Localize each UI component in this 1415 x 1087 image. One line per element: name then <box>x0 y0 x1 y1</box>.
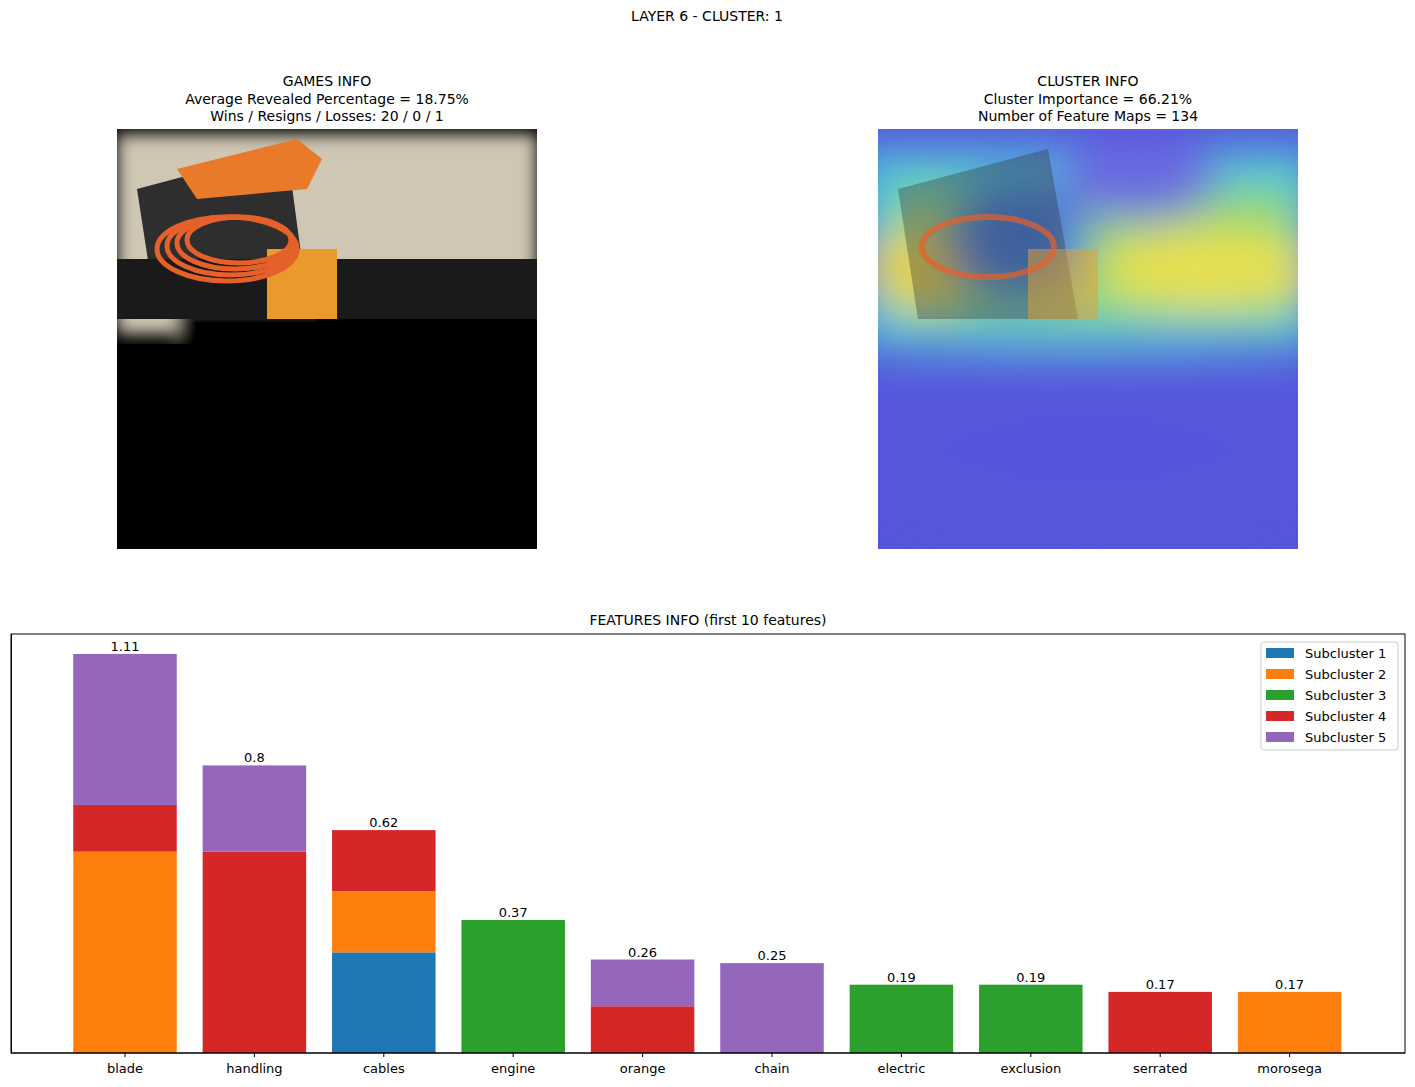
panel-title: Wins / Resigns / Losses: 20 / 0 / 1 <box>210 108 443 124</box>
legend: Subcluster 1 Subcluster 2 Subcluster 3 Subc… <box>1261 642 1398 750</box>
legend-swatch <box>1266 711 1294 721</box>
bar-segment <box>979 985 1083 1053</box>
plot-frame <box>11 634 1405 1053</box>
bar-segment <box>332 830 436 891</box>
x-tick: handling <box>226 1053 282 1076</box>
x-axis: blade handling cables engine orange chain elec… <box>11 1053 1405 1076</box>
bar-segment <box>720 963 824 1053</box>
legend-swatch <box>1266 732 1294 742</box>
x-tick-mark <box>1030 1053 1031 1057</box>
x-tick-mark <box>901 1053 902 1057</box>
bar-segment <box>73 654 177 805</box>
bar-segment <box>332 891 436 952</box>
cable <box>167 217 295 275</box>
bar-segment <box>1238 992 1342 1053</box>
x-tick-mark <box>1160 1053 1161 1057</box>
panel-title: Cluster Importance = 66.21% <box>984 91 1192 107</box>
mask-lower <box>117 344 537 549</box>
y-axis <box>11 635 12 1054</box>
x-tick-mark <box>772 1053 773 1057</box>
bar-segment <box>73 805 177 852</box>
bar-segment <box>461 920 565 1053</box>
legend-label: Subcluster 2 <box>1305 667 1386 682</box>
x-tick-mark <box>513 1053 514 1057</box>
legend-label: Subcluster 5 <box>1305 730 1386 745</box>
legend-label: Subcluster 3 <box>1305 688 1386 703</box>
bar-segment <box>591 1006 695 1053</box>
heat-blue <box>1058 139 1218 219</box>
x-tick: serrated <box>1133 1053 1188 1076</box>
x-tick: cables <box>363 1053 405 1076</box>
data-label: 1.11 <box>111 639 140 654</box>
legend-label: Subcluster 4 <box>1305 709 1386 724</box>
data-label: 0.62 <box>369 815 398 830</box>
bar-segment <box>73 852 177 1053</box>
x-tick: exclusion <box>1000 1053 1061 1076</box>
bar-segment <box>203 852 307 1053</box>
panel-title: Average Revealed Percentage = 18.75% <box>185 91 469 107</box>
image-background <box>117 129 537 549</box>
x-tick-label: engine <box>491 1061 535 1076</box>
x-tick-label: serrated <box>1133 1061 1188 1076</box>
bar-segment <box>203 765 307 851</box>
cable <box>922 217 1054 277</box>
x-tick-mark <box>642 1053 643 1057</box>
x-tick-mark <box>383 1053 384 1057</box>
x-tick-label: chain <box>754 1061 789 1076</box>
saw-plate <box>1028 249 1098 319</box>
x-tick-label: morosega <box>1257 1061 1322 1076</box>
data-label: 0.37 <box>499 905 528 920</box>
x-tick: electric <box>877 1053 925 1076</box>
heatmap-image <box>878 129 1298 549</box>
legend-swatch <box>1266 690 1294 700</box>
cable <box>177 217 293 269</box>
x-tick: chain <box>754 1053 789 1076</box>
panel-title: CLUSTER INFO <box>1037 73 1138 89</box>
data-label: 0.25 <box>758 948 787 963</box>
x-axis-line <box>11 1053 1405 1054</box>
heat-yellow <box>1098 229 1298 309</box>
x-tick: morosega <box>1257 1053 1322 1076</box>
x-tick-label: orange <box>620 1061 666 1076</box>
data-label: 0.17 <box>1146 977 1175 992</box>
panel-title: GAMES INFO <box>283 73 371 89</box>
panel-title: Number of Feature Maps = 134 <box>978 108 1198 124</box>
revealed-area <box>117 134 537 334</box>
data-label: 0.19 <box>887 970 916 985</box>
x-tick-mark <box>1289 1053 1290 1057</box>
legend-label: Subcluster 1 <box>1305 646 1386 661</box>
data-label: 0.17 <box>1275 977 1304 992</box>
x-tick: engine <box>491 1053 535 1076</box>
mask-right <box>317 319 537 359</box>
cable <box>157 217 297 281</box>
bar-segment <box>1108 992 1212 1053</box>
data-label: 0.26 <box>628 945 657 960</box>
figure: LAYER 6 - CLUSTER: 1 GAMES INFO Average Re… <box>0 0 1415 1087</box>
x-tick-label: cables <box>363 1061 405 1076</box>
bars <box>73 654 1341 1053</box>
x-tick: blade <box>107 1053 143 1076</box>
masked-image <box>117 129 537 549</box>
legend-box <box>1261 642 1398 750</box>
x-tick-label: blade <box>107 1061 143 1076</box>
legend-swatch <box>1266 669 1294 679</box>
data-label: 0.19 <box>1016 970 1045 985</box>
chart-title: FEATURES INFO (first 10 features) <box>589 612 826 628</box>
legend-swatch <box>1266 648 1294 658</box>
x-tick-label: exclusion <box>1000 1061 1061 1076</box>
x-tick: orange <box>620 1053 666 1076</box>
bar-segment <box>850 985 954 1053</box>
bar-segment <box>591 960 695 1007</box>
cable <box>187 217 291 263</box>
x-tick-mark <box>254 1053 255 1057</box>
heat-low <box>878 359 1298 539</box>
x-tick-label: handling <box>226 1061 282 1076</box>
x-tick-mark <box>125 1053 126 1057</box>
figure-title: LAYER 6 - CLUSTER: 1 <box>631 8 783 24</box>
bar-segment <box>332 952 436 1053</box>
data-label: 0.8 <box>244 750 265 765</box>
y-axis-line <box>11 635 12 1054</box>
x-tick-label: electric <box>877 1061 925 1076</box>
saw-handle <box>177 139 322 199</box>
